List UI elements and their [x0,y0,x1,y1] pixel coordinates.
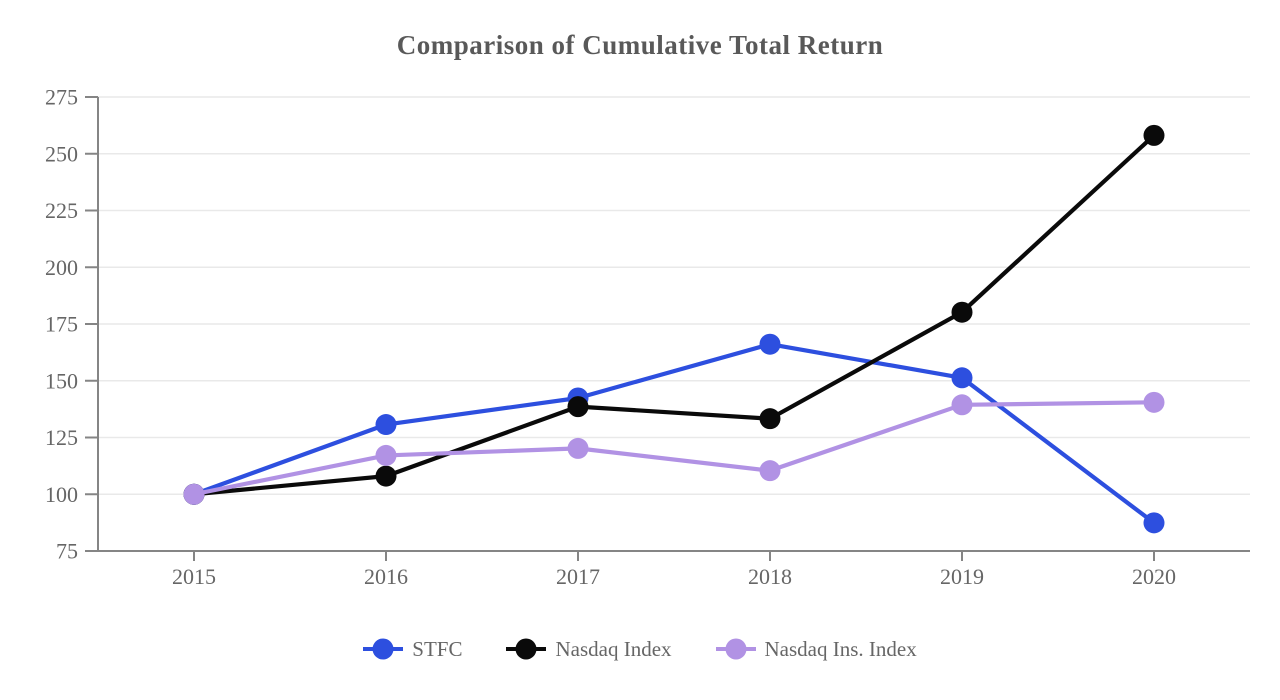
legend-marker-nasdaq-ins-index-icon [715,638,756,660]
svg-text:275: 275 [45,85,78,110]
legend-item-stfc: STFC [363,636,462,662]
svg-text:125: 125 [45,425,78,450]
svg-text:200: 200 [45,255,78,280]
legend-item-nasdaq-index: Nasdaq Index [506,636,672,662]
svg-text:150: 150 [45,368,78,393]
legend-item-nasdaq-ins-index: Nasdaq Ins. Index [715,636,917,662]
legend-marker-stfc-icon [363,638,404,660]
svg-text:100: 100 [45,482,78,507]
line-chart-plot-area: 75 100 125 150 175 200 225 250 275 2015 2016 2017 20… [45,85,1250,589]
svg-text:2019: 2019 [940,564,984,589]
svg-text:2016: 2016 [364,564,408,589]
svg-text:2015: 2015 [172,564,216,589]
svg-text:2018: 2018 [748,564,792,589]
chart-title: Comparison of Cumulative Total Return [396,30,884,60]
legend-label-nasdaq-ins-index: Nasdaq Ins. Index [764,636,917,661]
svg-text:75: 75 [56,539,78,564]
svg-text:2020: 2020 [1132,564,1176,589]
svg-text:2017: 2017 [556,564,600,589]
svg-text:225: 225 [45,198,78,223]
legend-marker-nasdaq-index-icon [506,638,547,660]
chart-legend: STFC Nasdaq Index Nasdaq Ins. Index [0,636,1280,662]
svg-text:175: 175 [45,312,78,337]
legend-label-nasdaq-index: Nasdaq Index [555,636,672,661]
legend-label-stfc: STFC [412,636,463,661]
svg-text:250: 250 [45,141,78,166]
